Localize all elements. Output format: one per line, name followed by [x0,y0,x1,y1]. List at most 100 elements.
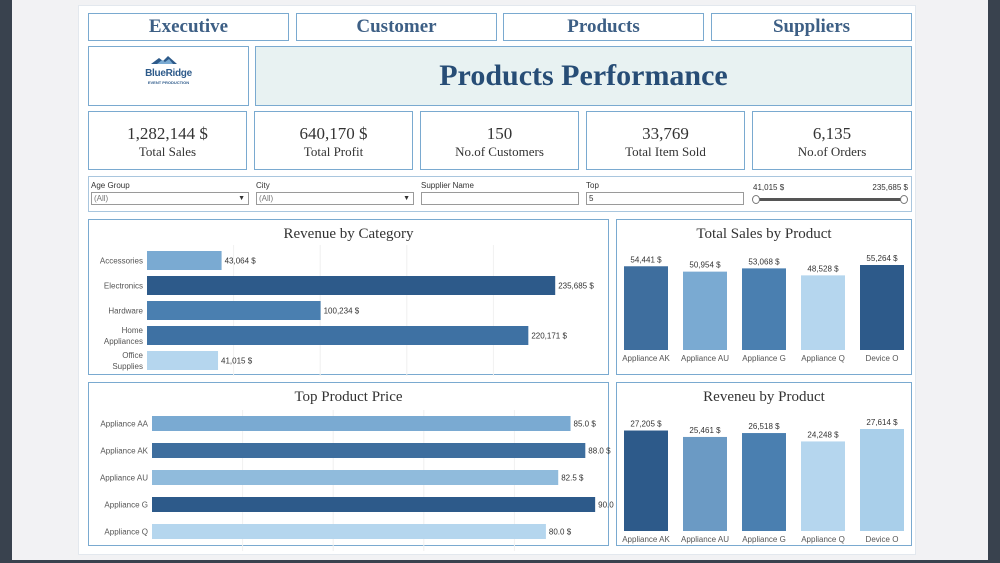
data-label: 27,205 $ [630,420,662,429]
category-label: Appliance G [104,501,148,510]
category-label: Office [122,351,143,360]
range-max-label: 235,685 $ [872,183,908,192]
category-label: Hardware [108,307,143,316]
chart-title: Total Sales by Product [696,226,832,242]
revenue-by-product-chart: 27,205 $ Appliance AK 25,461 $ Appliance AU… [622,418,904,544]
data-label: 90.0 $ [598,501,621,510]
range-min-label: 41,015 $ [753,183,785,192]
bar [683,436,727,531]
kpi-label: Total Sales [138,144,197,159]
data-label: 85.0 $ [574,420,597,429]
bar [152,470,559,485]
bar [801,275,845,350]
chevron-down-icon: ▼ [403,195,410,202]
bar [152,443,586,458]
kpi-value: 1,282,144 $ [127,124,208,143]
range-slider-min-handle[interactable] [752,195,760,204]
chevron-down-icon: ▼ [238,195,245,202]
top-product-price-panel: Top Product Price 85.0 $ Appliance AA 88.0… [88,382,621,551]
data-label: 54,441 $ [630,255,662,264]
filter-city-select[interactable]: (All) ▼ [256,192,414,205]
category-label: Appliance AU [681,535,729,544]
data-label: 53,068 $ [748,257,780,266]
filter-supplier-label: Supplier Name [421,181,474,190]
kpi-value: 150 [486,124,513,143]
category-label: Device O [866,354,899,363]
bar [860,429,904,531]
filter-age-group-select[interactable]: (All) ▼ [91,192,249,205]
chart-title: Revenue by Category [283,226,414,242]
data-label: 235,685 $ [558,282,594,291]
chart-title: Reveneu by Product [703,389,825,405]
kpi-label: Total Profit [303,144,364,159]
category-label: Appliance AK [622,354,670,363]
category-label: Appliances [104,337,143,346]
data-label: 50,954 $ [689,261,721,270]
revenue-by-category-panel: Revenue by Category 43,064 $ Accessories 2… [88,219,609,376]
bar [624,430,668,531]
filter-supplier-input[interactable] [421,192,579,205]
category-label: Home [122,326,144,335]
revenue-by-category-chart: 43,064 $ Accessories 235,685 $ Electronics 1… [100,245,594,376]
category-label: Supplies [112,362,143,371]
kpi-items-sold: 33,769 Total Item Sold [586,111,745,170]
category-label: Appliance AU [681,354,729,363]
logo-mountain-icon [151,56,177,64]
kpi-value: 640,170 $ [299,124,368,143]
page-title: Products Performance [439,59,728,92]
tab-products[interactable]: Products [503,13,704,41]
range-slider-max-handle[interactable] [900,195,908,204]
data-label: 43,064 $ [225,257,257,266]
bar [147,251,222,270]
tab-customer[interactable]: Customer [296,13,497,41]
kpi-orders: 6,135 No.of Orders [752,111,912,170]
title-box: Products Performance [255,46,912,106]
bar [147,351,219,370]
kpi-value: 33,769 [642,124,689,143]
category-label: Appliance AU [100,474,148,483]
filter-city-value: (All) [259,194,274,203]
filter-age-group-value: (All) [94,194,109,203]
data-label: 41,015 $ [221,357,253,366]
bar [683,271,727,350]
logo-tagline: EVENT PRODUCTION [147,80,190,85]
data-label: 24,248 $ [807,430,839,439]
bar [147,326,529,345]
data-label: 88.0 $ [588,447,611,456]
logo-name: BlueRidge [145,68,192,79]
category-label: Appliance G [742,354,786,363]
chart-title: Top Product Price [294,389,403,405]
category-label: Electronics [104,282,143,291]
tab-executive[interactable]: Executive [88,13,289,41]
bar [624,266,668,350]
bar [742,433,786,531]
kpi-label: Total Item Sold [625,144,706,159]
kpi-value: 6,135 [812,124,852,143]
filter-city-label: City [256,181,270,190]
bar [152,497,596,512]
bar [860,265,904,350]
kpi-total-profit: 640,170 $ Total Profit [254,111,413,170]
data-label: 26,518 $ [748,422,780,431]
category-label: Appliance Q [801,354,845,363]
kpi-label: No.of Customers [455,144,544,159]
category-label: Appliance Q [801,535,845,544]
logo-box: BlueRidge EVENT PRODUCTION [88,46,249,106]
category-label: Device O [866,535,899,544]
kpi-customers: 150 No.of Customers [420,111,579,170]
revenue-by-product-panel: Reveneu by Product 27,205 $ Appliance AK 2… [616,382,912,546]
range-slider-track[interactable] [755,198,907,201]
sales-by-product-chart: 54,441 $ Appliance AK 50,954 $ Appliance AU… [622,254,904,363]
category-label: Appliance AK [622,535,670,544]
tab-suppliers[interactable]: Suppliers [711,13,912,41]
filter-top-input[interactable]: 5 [586,192,744,205]
data-label: 80.0 $ [549,528,572,537]
bar [147,301,321,320]
filter-age-group-label: Age Group [91,181,130,190]
bar [801,441,845,531]
filter-top-label: Top [586,181,599,190]
sales-by-product-panel: Total Sales by Product 54,441 $ Appliance… [616,219,912,375]
data-label: 220,171 $ [531,332,567,341]
bar [152,524,546,539]
bar [152,416,571,431]
